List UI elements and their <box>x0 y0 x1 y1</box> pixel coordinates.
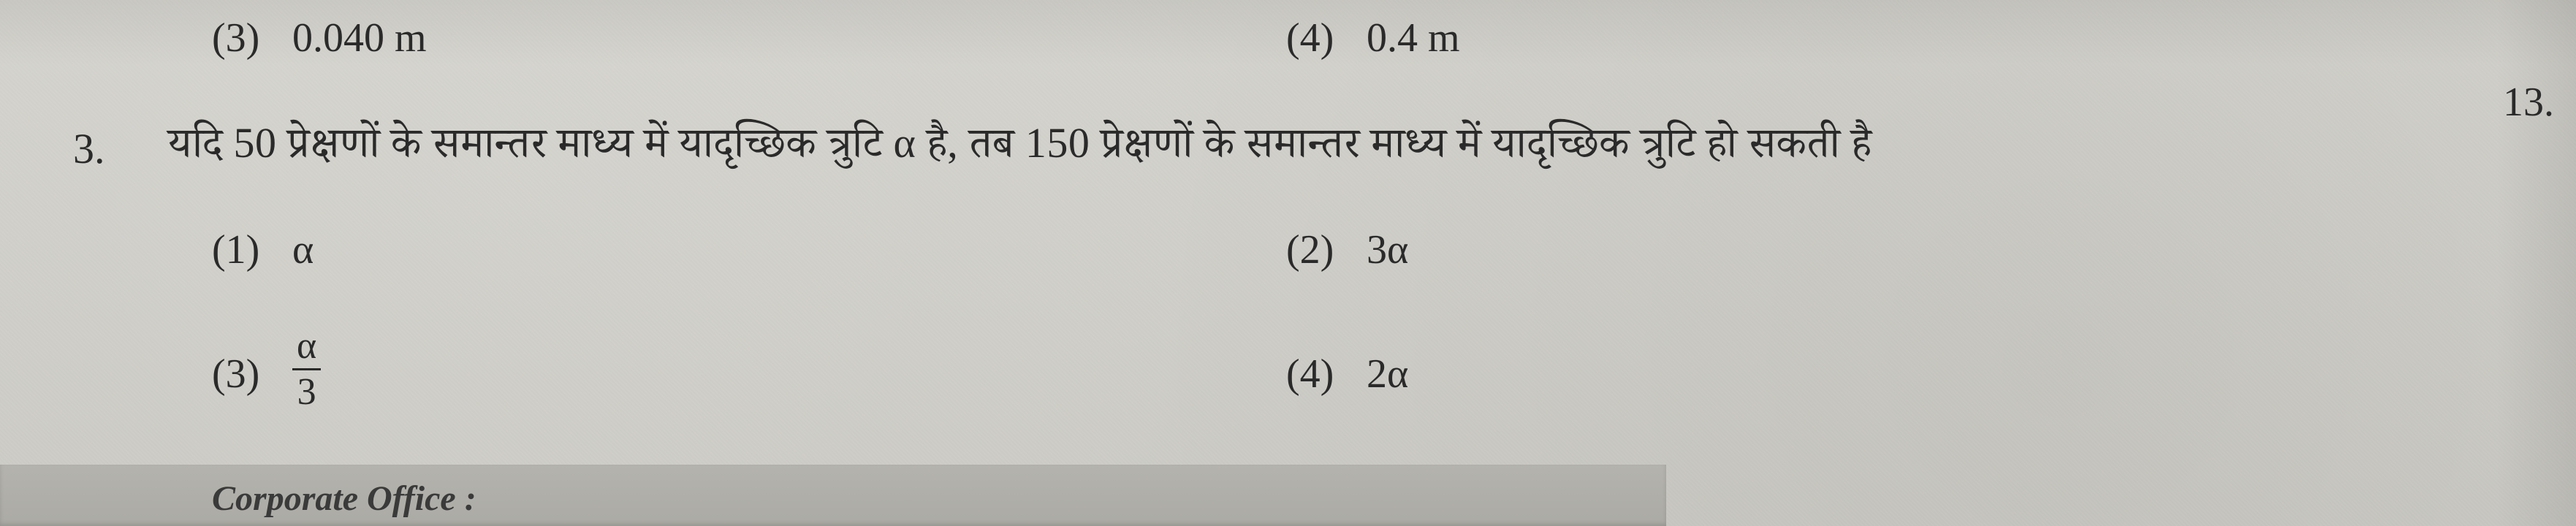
prev-option-4-value: 0.4 m <box>1367 15 1460 61</box>
q3-option-3-denominator: 3 <box>292 368 321 411</box>
footer-corporate-office: Corporate Office : <box>212 479 476 519</box>
q3-option-1-value: α <box>292 226 314 273</box>
q3-option-2-label: (2) <box>1286 226 1334 273</box>
prev-option-3-value: 0.040 m <box>292 15 427 61</box>
q3-option-2-value: 3α <box>1367 226 1408 273</box>
margin-next-question-number: 13. <box>2503 79 2554 126</box>
prev-option-3-label: (3) <box>212 15 259 61</box>
q3-text: यदि 50 प्रेक्षणों के समान्तर माध्य में य… <box>168 118 1872 184</box>
q3-option-4-label: (4) <box>1286 351 1334 397</box>
exam-page: (3) 0.040 m (4) 0.4 m 13. 3. यदि 50 प्रे… <box>0 0 2576 526</box>
q3-option-4-value: 2α <box>1367 351 1408 397</box>
q3-option-3-fraction: α 3 <box>292 327 321 411</box>
footer-band: Corporate Office : <box>0 465 1666 526</box>
q3-option-1-label: (1) <box>212 226 259 273</box>
prev-option-4-label: (4) <box>1286 15 1334 61</box>
q3-number: 3. <box>73 124 105 173</box>
q3-option-3-numerator: α <box>292 327 321 368</box>
q3-option-3-label: (3) <box>212 351 259 397</box>
